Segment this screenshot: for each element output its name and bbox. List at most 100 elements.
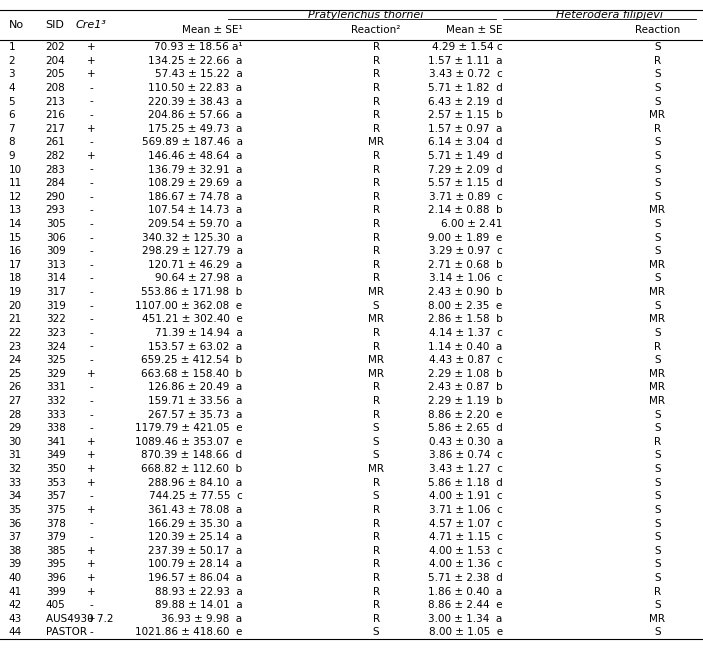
- Text: R: R: [654, 56, 661, 66]
- Text: MR: MR: [368, 314, 384, 324]
- Text: 28: 28: [8, 410, 22, 420]
- Text: 5.57 ± 1.15  d: 5.57 ± 1.15 d: [428, 178, 503, 188]
- Text: S: S: [654, 546, 661, 556]
- Text: 1.57 ± 0.97  a: 1.57 ± 0.97 a: [428, 124, 503, 134]
- Text: 9.00 ± 1.89  e: 9.00 ± 1.89 e: [428, 232, 503, 243]
- Text: R: R: [654, 437, 661, 447]
- Text: R: R: [373, 396, 380, 406]
- Text: 4.00 ± 1.91  c: 4.00 ± 1.91 c: [429, 491, 503, 501]
- Text: 21: 21: [8, 314, 22, 324]
- Text: R: R: [373, 232, 380, 243]
- Text: MR: MR: [368, 464, 384, 474]
- Text: -: -: [89, 382, 93, 393]
- Text: +: +: [87, 369, 96, 379]
- Text: 2: 2: [8, 56, 15, 66]
- Text: 108.29 ± 29.69  a: 108.29 ± 29.69 a: [148, 178, 243, 188]
- Text: S: S: [654, 464, 661, 474]
- Text: 2.71 ± 0.68  b: 2.71 ± 0.68 b: [428, 260, 503, 270]
- Text: MR: MR: [368, 138, 384, 147]
- Text: S: S: [654, 410, 661, 420]
- Text: -: -: [89, 314, 93, 324]
- Text: Mean ± SE: Mean ± SE: [446, 25, 503, 35]
- Text: 3.71 ± 0.89  c: 3.71 ± 0.89 c: [429, 192, 503, 202]
- Text: R: R: [373, 83, 380, 93]
- Text: 18: 18: [8, 273, 22, 284]
- Text: R: R: [373, 42, 380, 52]
- Text: -: -: [89, 628, 93, 637]
- Text: 319: 319: [46, 300, 65, 311]
- Text: 2.86 ± 1.58  b: 2.86 ± 1.58 b: [428, 314, 503, 324]
- Text: -: -: [89, 287, 93, 297]
- Text: -: -: [89, 138, 93, 147]
- Text: 35: 35: [8, 505, 22, 515]
- Text: S: S: [654, 232, 661, 243]
- Text: 8.00 ± 1.05  e: 8.00 ± 1.05 e: [429, 628, 503, 637]
- Text: 379: 379: [46, 532, 65, 542]
- Text: R: R: [373, 382, 380, 393]
- Text: 166.29 ± 35.30  a: 166.29 ± 35.30 a: [148, 519, 243, 528]
- Text: 25: 25: [8, 369, 22, 379]
- Text: 333: 333: [46, 410, 65, 420]
- Text: -: -: [89, 355, 93, 365]
- Text: 39: 39: [8, 559, 22, 569]
- Text: Heterodera filipjevi: Heterodera filipjevi: [556, 10, 664, 19]
- Text: 153.57 ± 63.02  a: 153.57 ± 63.02 a: [148, 341, 243, 352]
- Text: 282: 282: [46, 151, 65, 161]
- Text: MR: MR: [368, 287, 384, 297]
- Text: S: S: [654, 138, 661, 147]
- Text: 4.43 ± 0.87  c: 4.43 ± 0.87 c: [429, 355, 503, 365]
- Text: +: +: [87, 464, 96, 474]
- Text: 24: 24: [8, 355, 22, 365]
- Text: 451.21 ± 302.40  e: 451.21 ± 302.40 e: [142, 314, 243, 324]
- Text: 4.14 ± 1.37  c: 4.14 ± 1.37 c: [429, 328, 503, 338]
- Text: S: S: [654, 151, 661, 161]
- Text: -: -: [89, 110, 93, 120]
- Text: S: S: [654, 450, 661, 461]
- Text: +: +: [87, 42, 96, 52]
- Text: 2.29 ± 1.08  b: 2.29 ± 1.08 b: [428, 369, 503, 379]
- Text: 41: 41: [8, 587, 22, 596]
- Text: 1021.86 ± 418.60  e: 1021.86 ± 418.60 e: [135, 628, 243, 637]
- Text: 2.57 ± 1.15  b: 2.57 ± 1.15 b: [428, 110, 503, 120]
- Text: 22: 22: [8, 328, 22, 338]
- Text: 120.71 ± 46.29  a: 120.71 ± 46.29 a: [148, 260, 243, 270]
- Text: -: -: [89, 410, 93, 420]
- Text: R: R: [373, 110, 380, 120]
- Text: R: R: [373, 478, 380, 487]
- Text: Mean ± SE¹: Mean ± SE¹: [182, 25, 243, 35]
- Text: 1089.46 ± 353.07  e: 1089.46 ± 353.07 e: [135, 437, 243, 447]
- Text: -: -: [89, 491, 93, 501]
- Text: MR: MR: [650, 287, 665, 297]
- Text: R: R: [373, 260, 380, 270]
- Text: 90.64 ± 27.98  a: 90.64 ± 27.98 a: [155, 273, 243, 284]
- Text: 17: 17: [8, 260, 22, 270]
- Text: MR: MR: [368, 369, 384, 379]
- Text: 1179.79 ± 421.05  e: 1179.79 ± 421.05 e: [135, 423, 243, 434]
- Text: 26: 26: [8, 382, 22, 393]
- Text: 3.71 ± 1.06  c: 3.71 ± 1.06 c: [429, 505, 503, 515]
- Text: 375: 375: [46, 505, 65, 515]
- Text: R: R: [373, 587, 380, 596]
- Text: 71.39 ± 14.94  a: 71.39 ± 14.94 a: [155, 328, 243, 338]
- Text: MR: MR: [650, 614, 665, 624]
- Text: 4: 4: [8, 83, 15, 93]
- Text: 120.39 ± 25.14  a: 120.39 ± 25.14 a: [148, 532, 243, 542]
- Text: 395: 395: [46, 559, 65, 569]
- Text: 3.14 ± 1.06  c: 3.14 ± 1.06 c: [429, 273, 503, 284]
- Text: 663.68 ± 158.40  b: 663.68 ± 158.40 b: [141, 369, 243, 379]
- Text: 3.00 ± 1.34  a: 3.00 ± 1.34 a: [428, 614, 503, 624]
- Text: 33: 33: [8, 478, 22, 487]
- Text: 341: 341: [46, 437, 65, 447]
- Text: R: R: [654, 587, 661, 596]
- Text: R: R: [654, 124, 661, 134]
- Text: 288.96 ± 84.10  a: 288.96 ± 84.10 a: [148, 478, 243, 487]
- Text: MR: MR: [650, 369, 665, 379]
- Text: MR: MR: [650, 314, 665, 324]
- Text: 1.57 ± 1.11  a: 1.57 ± 1.11 a: [428, 56, 503, 66]
- Text: 5.71 ± 2.38  d: 5.71 ± 2.38 d: [428, 573, 503, 583]
- Text: 3: 3: [8, 69, 15, 79]
- Text: +: +: [87, 505, 96, 515]
- Text: R: R: [373, 273, 380, 284]
- Text: 6.00 ± 2.41: 6.00 ± 2.41: [441, 219, 503, 229]
- Text: 159.71 ± 33.56  a: 159.71 ± 33.56 a: [148, 396, 243, 406]
